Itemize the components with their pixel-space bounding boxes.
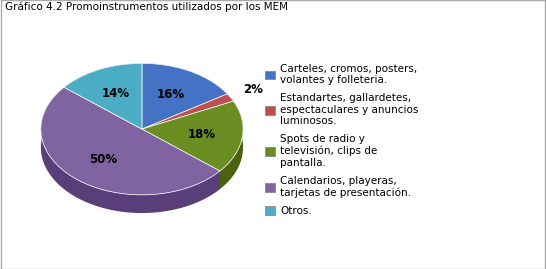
Text: 18%: 18% — [188, 128, 216, 141]
Polygon shape — [142, 129, 220, 189]
Text: 16%: 16% — [157, 88, 185, 101]
Polygon shape — [64, 63, 142, 105]
Polygon shape — [142, 94, 234, 129]
Polygon shape — [142, 63, 227, 129]
Polygon shape — [142, 101, 243, 171]
Polygon shape — [227, 94, 234, 119]
Polygon shape — [41, 87, 220, 195]
Text: Gráfico 4.2 Promoinstrumentos utilizados por los MEM: Gráfico 4.2 Promoinstrumentos utilizados… — [5, 1, 288, 12]
Polygon shape — [41, 87, 220, 213]
Polygon shape — [220, 101, 243, 189]
Text: 14%: 14% — [102, 87, 130, 100]
Polygon shape — [142, 63, 227, 112]
Legend: Carteles, cromos, posters,
volantes y folleteria., Estandartes, gallardetes,
esp: Carteles, cromos, posters, volantes y fo… — [265, 64, 419, 216]
Polygon shape — [142, 129, 220, 189]
Polygon shape — [64, 63, 142, 129]
Text: 50%: 50% — [89, 153, 117, 166]
Text: 2%: 2% — [243, 83, 263, 96]
